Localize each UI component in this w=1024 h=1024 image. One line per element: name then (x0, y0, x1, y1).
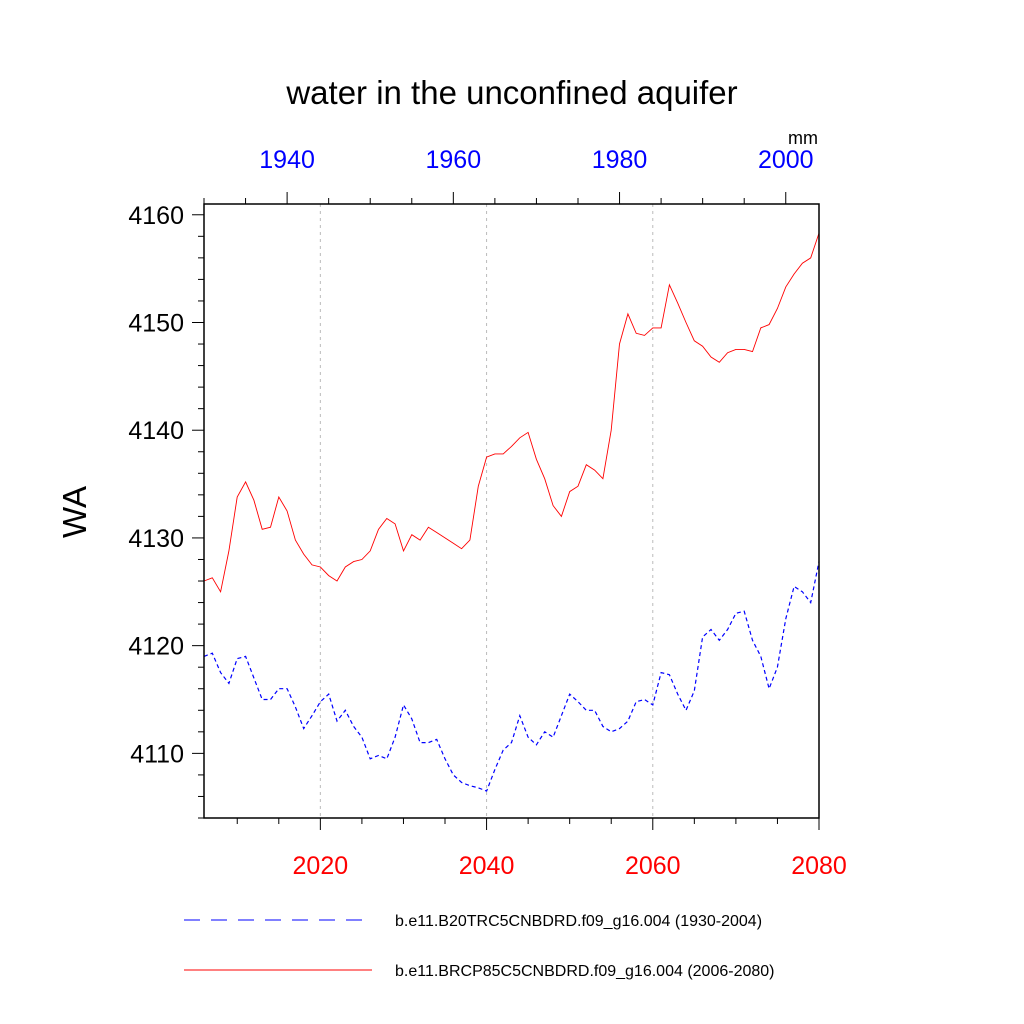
x-bottom-tick-label: 2040 (459, 852, 515, 880)
y-tick-label: 4120 (128, 633, 184, 661)
axes: 4110 4120 4130 4140 4150 4160 2020 2040 2060 2080… (128, 146, 846, 880)
plot-frame (203, 203, 820, 819)
y-tick-label: 4160 (128, 202, 184, 230)
series-line (203, 561, 820, 792)
legend-label: b.e11.BRCP85C5CNBDRD.f09_g16.004 (2006-2… (395, 963, 774, 980)
y-tick-label: 4140 (128, 417, 184, 445)
series-lines (203, 232, 820, 792)
grid-lines (319, 204, 654, 818)
y-tick-label: 4150 (128, 309, 184, 337)
legend: b.e11.B20TRC5CNBDRD.f09_g16.004 (1930-20… (184, 913, 774, 980)
x-bottom-tick-label: 2080 (791, 852, 847, 880)
legend-label: b.e11.B20TRC5CNBDRD.f09_g16.004 (1930-20… (395, 913, 762, 930)
x-top-tick-label: 2000 (758, 146, 814, 174)
y-tick-label: 4130 (128, 525, 184, 553)
x-top-tick-label: 1940 (259, 146, 315, 174)
x-bottom-tick-label: 2060 (625, 852, 681, 880)
chart-title: water in the unconfined aquifer (285, 74, 737, 111)
units-label: mm (788, 128, 818, 148)
x-bottom-tick-label: 2020 (293, 852, 349, 880)
y-axis-label: WA (56, 486, 93, 538)
series-line (203, 232, 820, 594)
y-tick-label: 4110 (130, 740, 184, 768)
x-top-tick-label: 1980 (592, 146, 648, 174)
x-top-tick-label: 1960 (426, 146, 482, 174)
